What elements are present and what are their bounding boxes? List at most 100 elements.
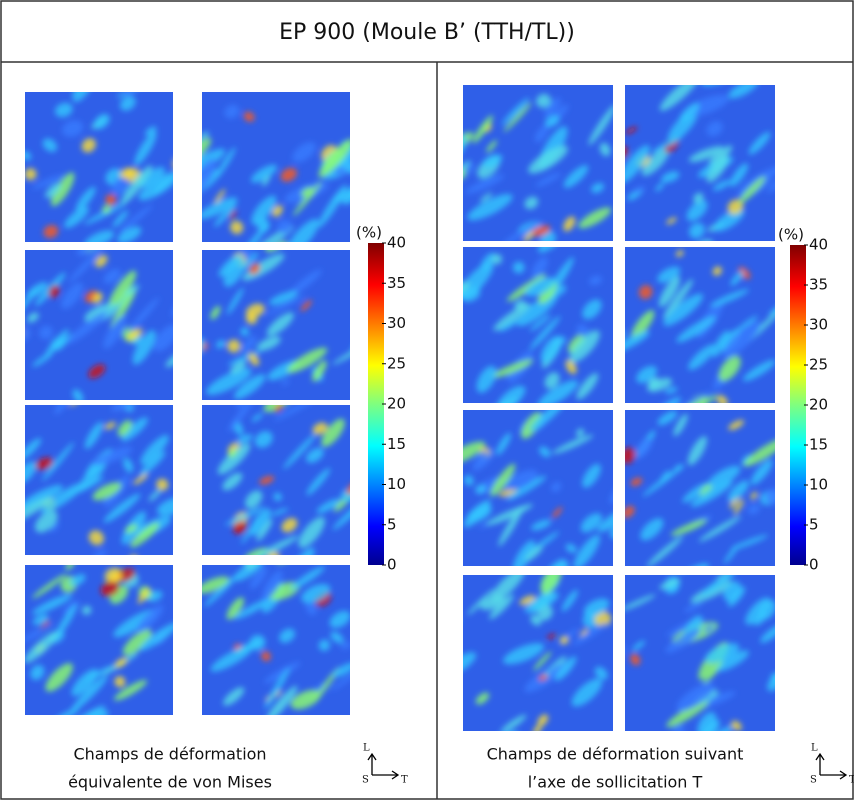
strain-patch: [305, 601, 317, 615]
map-features: [202, 250, 350, 400]
strain-patch: [544, 97, 561, 118]
strain-patch: [582, 463, 601, 488]
title: EP 900 (Moule B’ (TTH/TL)): [279, 20, 575, 45]
strain-patch: [210, 305, 221, 320]
strain-patch: [525, 277, 557, 297]
strain-patch: [625, 145, 650, 184]
strain-patch: [625, 447, 636, 464]
strain-patch: [332, 340, 350, 365]
strain-patch: [239, 221, 270, 242]
colorbar-tick-label: 20: [809, 396, 828, 414]
colorbar-gradient: [790, 245, 806, 565]
strain-patch: [252, 719, 265, 732]
strain-patch: [565, 543, 577, 553]
strain-patch: [700, 575, 737, 597]
strain-patch: [712, 266, 722, 276]
strain-patch: [538, 674, 548, 681]
strain-patch: [84, 230, 115, 242]
strain-patch: [156, 478, 169, 491]
strain-patch: [88, 530, 105, 546]
strain-patch: [62, 120, 84, 137]
strain-patch: [534, 124, 549, 143]
strain-patch: [661, 171, 680, 183]
strain-patch: [758, 599, 775, 620]
strain-patch: [277, 219, 293, 235]
strain-patch: [539, 231, 556, 241]
strain-patch: [140, 434, 169, 465]
strain-patch: [312, 360, 327, 382]
strain-patch: [559, 636, 569, 645]
strain-patch: [139, 451, 166, 476]
strain-patch: [42, 138, 58, 152]
strain-patch: [256, 519, 273, 542]
strain-patch: [673, 725, 685, 731]
strain-patch: [729, 163, 749, 187]
strain-patch: [684, 602, 703, 613]
strain-patch: [25, 631, 59, 664]
strain-patch: [120, 165, 153, 205]
strain-patch: [100, 581, 120, 597]
strain-patch: [236, 434, 253, 444]
strain-patch: [630, 477, 643, 487]
strain-patch: [0, 463, 23, 485]
strain-patch: [153, 324, 173, 352]
strain-patch: [338, 150, 350, 168]
strain-patch: [682, 482, 710, 503]
strain-patch: [215, 147, 236, 178]
strain-patch: [63, 600, 80, 615]
strain-patch: [489, 594, 514, 620]
strain-patch: [463, 500, 491, 528]
strain-patch: [499, 319, 519, 332]
strain-patch: [530, 614, 542, 626]
strain-patch: [240, 327, 250, 336]
strain-patch: [718, 355, 741, 382]
strain-patch: [580, 513, 602, 533]
colorbar-tick-label: 35: [387, 274, 406, 292]
map-base: [25, 250, 173, 400]
strain-patch: [706, 121, 723, 137]
strain-patch: [321, 418, 345, 447]
map-features: [625, 410, 775, 566]
strain-patch: [274, 405, 284, 413]
strain-patch: [563, 216, 576, 232]
strain-patch: [117, 420, 132, 437]
strain-patch: [497, 385, 526, 403]
strain-patch: [490, 463, 516, 497]
strain-patch: [292, 142, 316, 163]
strain-patch: [524, 196, 539, 210]
strain-patch: [318, 639, 330, 652]
strain-patch: [283, 433, 317, 470]
strain-patch: [524, 545, 543, 562]
strain-patch: [730, 270, 744, 286]
strain-patch: [673, 413, 688, 437]
strain-patch: [51, 172, 75, 207]
strain-patch: [576, 324, 589, 337]
strain-patch: [573, 534, 600, 566]
strain-patch: [688, 146, 724, 163]
strain-patch: [582, 611, 599, 628]
strain-patch: [512, 540, 536, 566]
strain-patch: [472, 115, 493, 144]
strain-map: [25, 565, 173, 715]
strain-patch: [576, 373, 599, 400]
strain-patch: [213, 202, 237, 227]
strain-patch: [223, 257, 245, 287]
strain-patch: [597, 502, 613, 532]
strain-patch: [249, 634, 266, 651]
strain-patch: [503, 102, 532, 133]
map-features: [202, 565, 350, 732]
strain-patch: [544, 372, 560, 389]
strain-patch: [81, 138, 96, 153]
strain-patch: [706, 465, 741, 489]
strain-patch: [94, 113, 110, 130]
strain-patch: [565, 359, 577, 375]
strain-patch: [265, 295, 306, 316]
strain-patch: [259, 475, 275, 485]
strain-patch: [708, 145, 733, 167]
colorbar-tick-label: 10: [809, 476, 828, 494]
strain-patch: [103, 493, 141, 523]
strain-patch: [288, 269, 322, 297]
strain-patch: [665, 628, 701, 653]
strain-patch: [69, 574, 86, 586]
strain-patch: [331, 664, 350, 691]
